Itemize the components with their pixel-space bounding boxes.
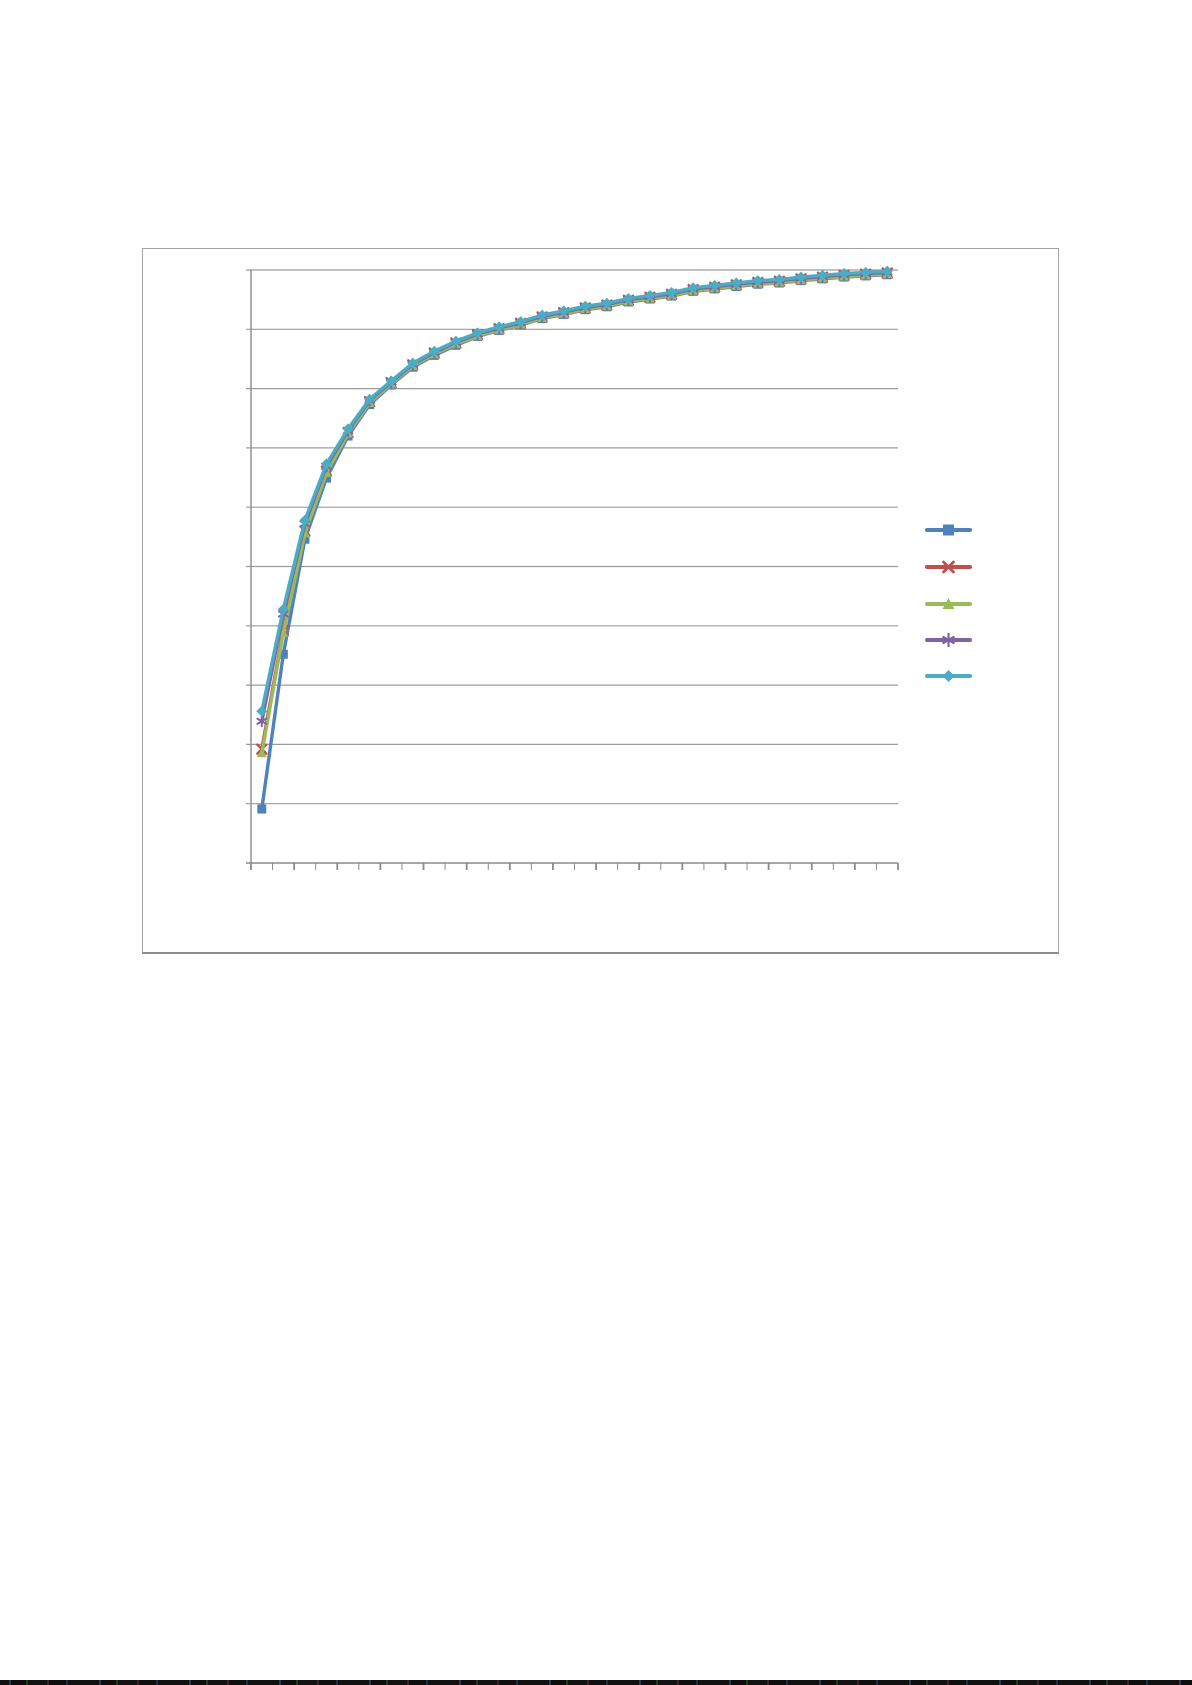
series-5-marker bbox=[428, 345, 440, 357]
series-4-marker bbox=[256, 715, 268, 728]
series-1-marker bbox=[278, 649, 288, 659]
series-line-2 bbox=[260, 271, 889, 751]
series-5-marker bbox=[493, 321, 505, 333]
series-line-4 bbox=[260, 270, 889, 723]
series-5-marker bbox=[666, 287, 678, 299]
bottom-edge-artifact-strip bbox=[0, 1680, 1192, 1685]
series-5-marker bbox=[407, 357, 419, 369]
series-5-marker bbox=[795, 271, 807, 283]
legend-x-marker-icon bbox=[942, 560, 955, 574]
legend-star-marker-icon bbox=[942, 632, 955, 648]
series-line-1 bbox=[260, 273, 889, 811]
series-5-marker bbox=[881, 265, 893, 277]
series-5-marker bbox=[817, 269, 829, 281]
series-5-marker bbox=[579, 300, 591, 312]
legend-square-marker-icon bbox=[943, 524, 954, 536]
series-5-marker bbox=[752, 275, 764, 287]
series-5-marker bbox=[471, 327, 483, 339]
series-5-marker bbox=[730, 277, 742, 289]
series-5-marker bbox=[364, 393, 376, 405]
series-5-marker bbox=[687, 282, 699, 294]
series-5-marker bbox=[277, 603, 289, 615]
chart-frame bbox=[142, 248, 1059, 954]
series-5-marker bbox=[299, 514, 311, 526]
series-line-5 bbox=[260, 269, 889, 713]
series-5-marker bbox=[558, 305, 570, 317]
legend-diamond-marker-icon bbox=[942, 670, 955, 682]
series-line-3 bbox=[260, 272, 889, 755]
series-5-marker bbox=[450, 335, 462, 347]
series-1-marker bbox=[321, 473, 331, 483]
series-1-marker bbox=[257, 804, 267, 814]
series-5-marker bbox=[601, 297, 613, 309]
series-5-marker bbox=[773, 273, 785, 285]
line-chart bbox=[246, 265, 972, 870]
series-5-marker bbox=[385, 375, 397, 387]
series-5-marker bbox=[536, 309, 548, 321]
series-5-marker bbox=[622, 292, 634, 304]
series-3-marker bbox=[256, 748, 267, 758]
series-5-marker bbox=[256, 705, 268, 717]
series-5-marker bbox=[320, 458, 332, 470]
series-5-marker bbox=[644, 289, 656, 301]
series-5-marker bbox=[515, 316, 527, 328]
legend-triangle-marker-icon bbox=[942, 598, 955, 609]
series-5-marker bbox=[342, 423, 354, 435]
series-5-marker bbox=[860, 266, 872, 278]
series-5-marker bbox=[838, 268, 850, 280]
series-5-marker bbox=[709, 279, 721, 291]
